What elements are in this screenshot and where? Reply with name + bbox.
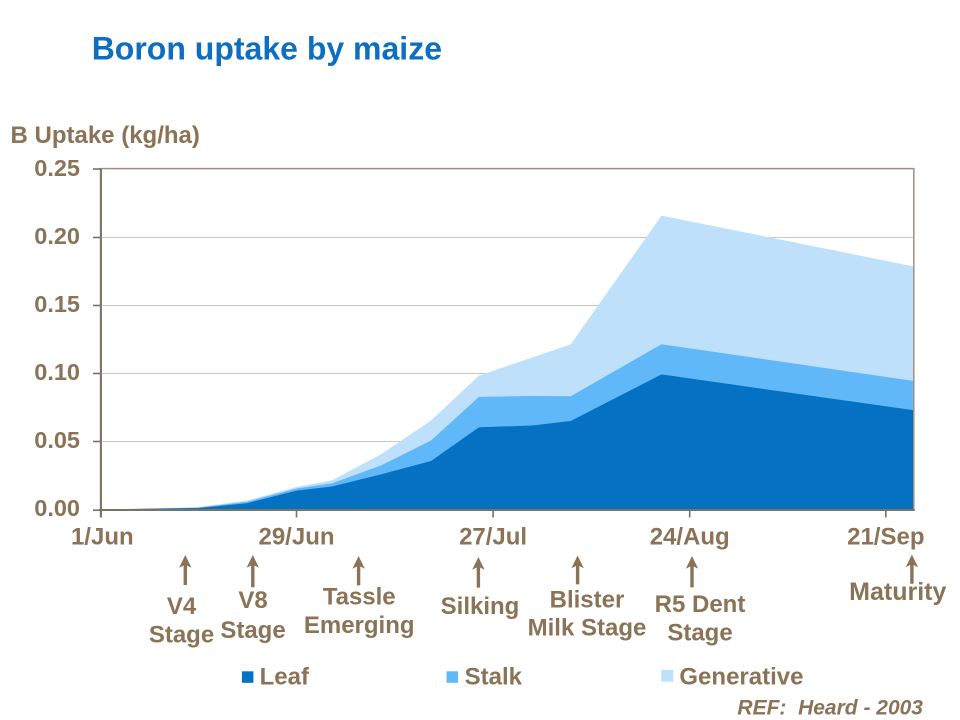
svg-text:Tassle: Tassle bbox=[323, 584, 396, 611]
svg-text:1/Jun: 1/Jun bbox=[71, 523, 134, 550]
svg-text:Stage: Stage bbox=[667, 620, 732, 647]
svg-text:24/Aug: 24/Aug bbox=[650, 523, 730, 550]
svg-text:Maturity: Maturity bbox=[849, 578, 946, 606]
svg-text:0.00: 0.00 bbox=[34, 495, 80, 521]
svg-text:0.25: 0.25 bbox=[34, 155, 80, 181]
svg-text:Leaf: Leaf bbox=[260, 663, 310, 690]
svg-text:Stalk: Stalk bbox=[465, 663, 523, 690]
svg-text:Stage: Stage bbox=[149, 622, 214, 649]
svg-text:0.10: 0.10 bbox=[34, 359, 80, 385]
svg-text:Emerging: Emerging bbox=[304, 612, 415, 639]
svg-text:Stage: Stage bbox=[220, 617, 285, 644]
svg-text:Blister: Blister bbox=[550, 587, 625, 614]
svg-text:Silking: Silking bbox=[441, 593, 520, 620]
svg-text:0.05: 0.05 bbox=[34, 427, 80, 453]
svg-text:Boron uptake by maize: Boron uptake by maize bbox=[92, 31, 442, 67]
svg-text:Milk Stage: Milk Stage bbox=[528, 614, 647, 641]
svg-text:Generative: Generative bbox=[679, 663, 803, 690]
svg-text:29/Jun: 29/Jun bbox=[258, 523, 334, 550]
svg-text:27/Jul: 27/Jul bbox=[459, 523, 527, 550]
svg-text:R5 Dent: R5 Dent bbox=[655, 591, 746, 618]
svg-text:REF: Heard - 2003: REF: Heard - 2003 bbox=[737, 697, 923, 720]
svg-text:0.15: 0.15 bbox=[34, 291, 80, 317]
svg-text:B Uptake (kg/ha): B Uptake (kg/ha) bbox=[11, 122, 200, 149]
svg-text:V4: V4 bbox=[167, 593, 197, 620]
svg-text:V8: V8 bbox=[238, 587, 267, 614]
svg-text:21/Sep: 21/Sep bbox=[847, 523, 924, 550]
svg-text:0.20: 0.20 bbox=[34, 223, 80, 249]
